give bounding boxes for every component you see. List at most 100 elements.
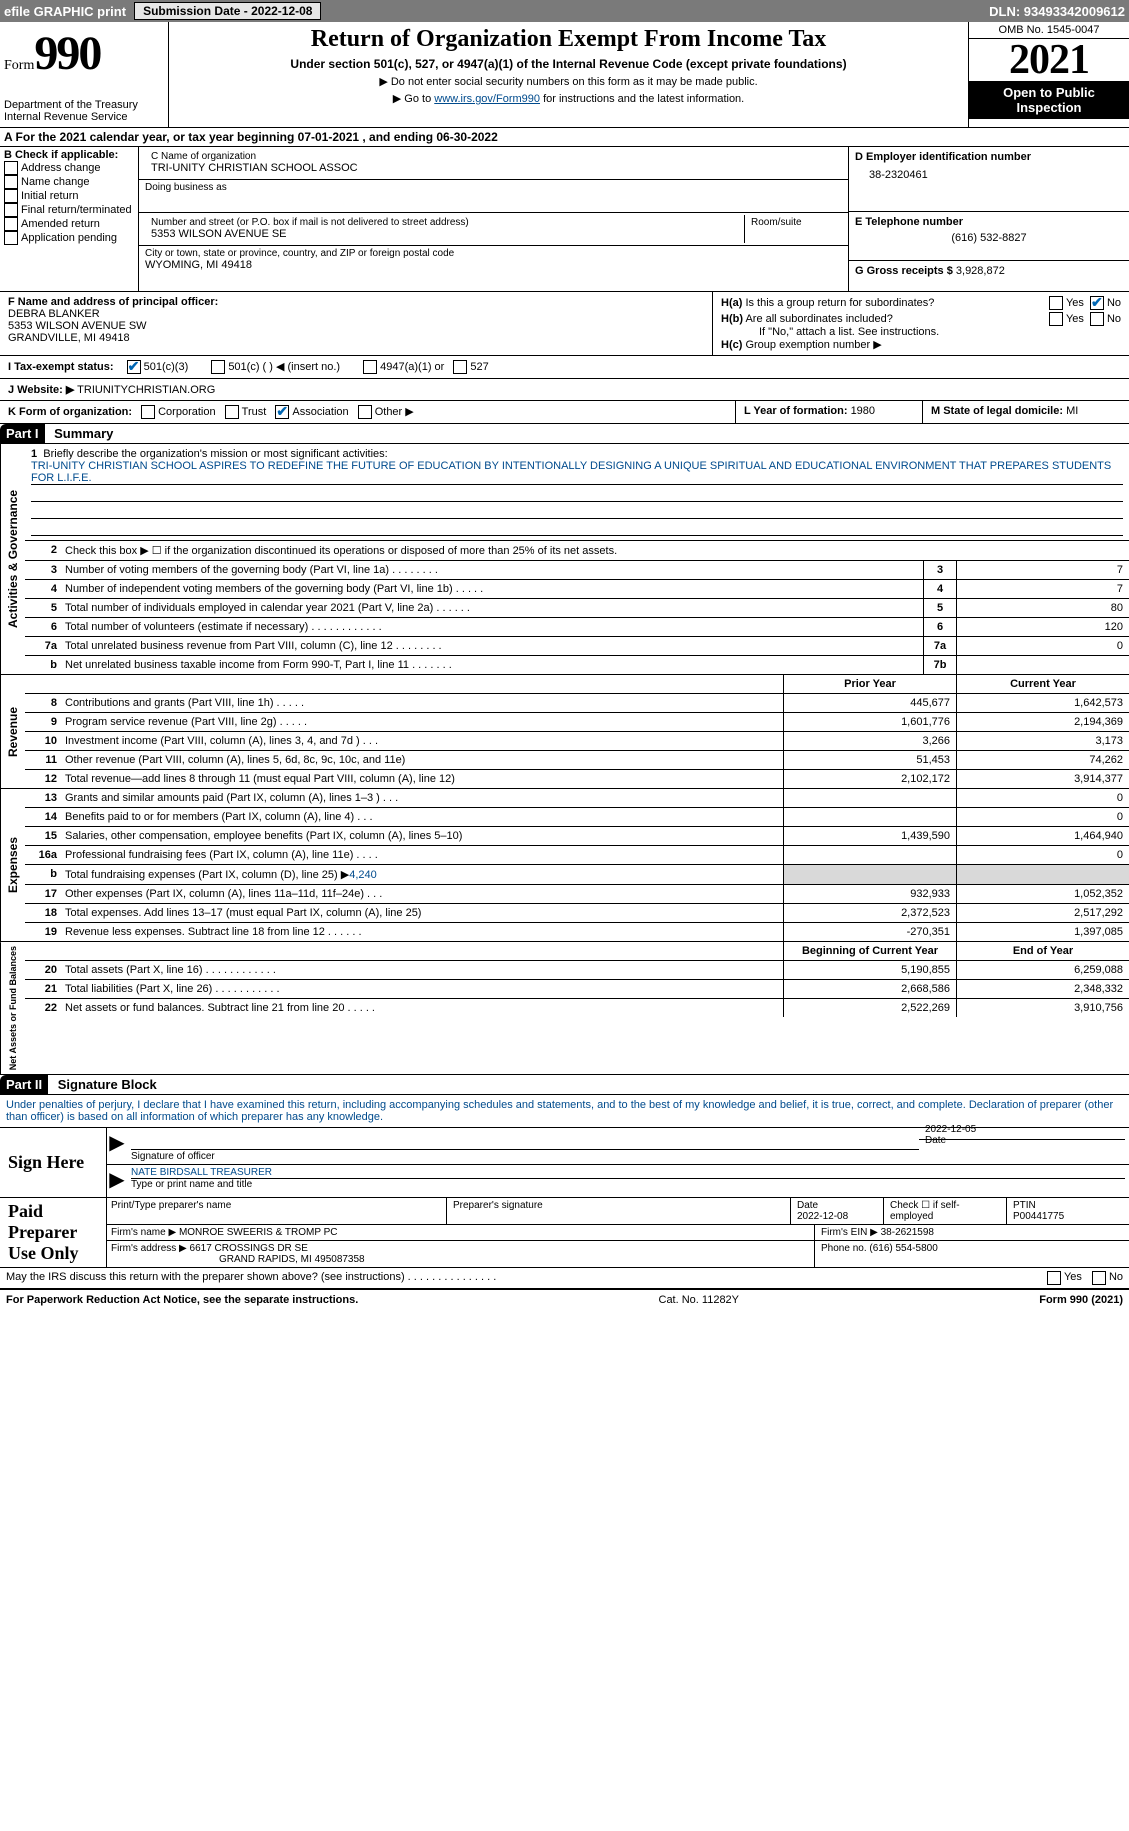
checkbox-501c[interactable] bbox=[211, 360, 225, 374]
efile-label: efile GRAPHIC print bbox=[0, 4, 130, 19]
hb-note: If "No," attach a list. See instructions… bbox=[721, 326, 1121, 338]
mission-text: TRI-UNITY CHRISTIAN SCHOOL ASPIRES TO RE… bbox=[31, 460, 1123, 485]
checkbox-address-change[interactable] bbox=[4, 161, 18, 175]
checkbox-assoc[interactable] bbox=[275, 405, 289, 419]
hc-label: H(c) Group exemption number ▶ bbox=[721, 338, 1121, 351]
checkbox-527[interactable] bbox=[453, 360, 467, 374]
net-assets: Net Assets or Fund Balances Beginning of… bbox=[0, 942, 1129, 1075]
room-suite-label: Room/suite bbox=[744, 215, 842, 243]
checkbox-amended[interactable] bbox=[4, 217, 18, 231]
form-header: Form990 Department of the Treasury Inter… bbox=[0, 22, 1129, 128]
city-label: City or town, state or province, country… bbox=[145, 248, 842, 259]
vert-net-assets: Net Assets or Fund Balances bbox=[0, 942, 25, 1074]
part-1-header: Part I Summary bbox=[0, 424, 1129, 444]
submission-date-button[interactable]: Submission Date - 2022-12-08 bbox=[134, 2, 321, 20]
website-value: TRIUNITYCHRISTIAN.ORG bbox=[74, 384, 215, 396]
row-j: J Website: ▶ TRIUNITYCHRISTIAN.ORG bbox=[0, 379, 1129, 401]
irs-link[interactable]: www.irs.gov/Form990 bbox=[434, 93, 540, 105]
hb-no-checkbox[interactable] bbox=[1090, 312, 1104, 326]
officer-street: 5353 WILSON AVENUE SW bbox=[8, 320, 704, 332]
dln-label: DLN: 93493342009612 bbox=[989, 4, 1129, 19]
column-c: C Name of organization TRI-UNITY CHRISTI… bbox=[139, 147, 848, 291]
part-2-header: Part II Signature Block bbox=[0, 1075, 1129, 1095]
org-name-value: TRI-UNITY CHRISTIAN SCHOOL ASSOC bbox=[151, 162, 836, 174]
sig-date-value: 2022-12-05 bbox=[925, 1124, 1125, 1135]
sign-here-label: Sign Here bbox=[0, 1128, 107, 1197]
sig-date-label: Date bbox=[925, 1135, 1125, 1146]
form-number: Form990 bbox=[4, 26, 164, 81]
street-label: Number and street (or P.O. box if mail i… bbox=[151, 217, 738, 228]
section-b-c-d: B Check if applicable: Address change Na… bbox=[0, 147, 1129, 292]
checkbox-corp[interactable] bbox=[141, 405, 155, 419]
checkbox-trust[interactable] bbox=[225, 405, 239, 419]
header-right: OMB No. 1545-0047 2021 Open to PublicIns… bbox=[968, 22, 1129, 127]
open-to-public: Open to PublicInspection bbox=[969, 81, 1129, 119]
gross-value: 3,928,872 bbox=[956, 265, 1005, 277]
officer-name: DEBRA BLANKER bbox=[8, 308, 704, 320]
column-f: F Name and address of principal officer:… bbox=[0, 292, 712, 355]
gross-label: G Gross receipts $ bbox=[855, 265, 956, 277]
form-note-2: ▶ Go to www.irs.gov/Form990 for instruct… bbox=[177, 92, 960, 105]
paid-preparer-label: Paid Preparer Use Only bbox=[0, 1198, 107, 1267]
header-center: Return of Organization Exempt From Incom… bbox=[169, 22, 968, 127]
form-subtitle: Under section 501(c), 527, or 4947(a)(1)… bbox=[177, 57, 960, 71]
tax-year: 2021 bbox=[969, 39, 1129, 81]
column-d: D Employer identification number 38-2320… bbox=[848, 147, 1129, 291]
checkbox-app-pending[interactable] bbox=[4, 231, 18, 245]
dba-label: Doing business as bbox=[145, 182, 842, 193]
hb-label: H(b) Are all subordinates included? bbox=[721, 313, 1049, 325]
hb-yes-checkbox[interactable] bbox=[1049, 312, 1063, 326]
row-k: K Form of organization: Corporation Trus… bbox=[0, 401, 1129, 424]
cat-no: Cat. No. 11282Y bbox=[659, 1294, 740, 1306]
checkbox-final-return[interactable] bbox=[4, 203, 18, 217]
vert-activities: Activities & Governance bbox=[0, 444, 25, 674]
col-b-header: B Check if applicable: bbox=[4, 149, 134, 161]
checkbox-501c3[interactable] bbox=[127, 360, 141, 374]
form-note-1: ▶ Do not enter social security numbers o… bbox=[177, 75, 960, 88]
discuss-no[interactable] bbox=[1092, 1271, 1106, 1285]
sig-officer-label: Signature of officer bbox=[131, 1149, 919, 1162]
prep-name-label: Print/Type preparer's name bbox=[107, 1198, 446, 1224]
ha-no-checkbox[interactable] bbox=[1090, 296, 1104, 310]
ha-label: H(a) Is this a group return for subordin… bbox=[721, 297, 1049, 309]
top-bar: efile GRAPHIC print Submission Date - 20… bbox=[0, 0, 1129, 22]
section-f-h: F Name and address of principal officer:… bbox=[0, 292, 1129, 356]
name-title-label: Type or print name and title bbox=[131, 1179, 1125, 1190]
officer-city: GRANDVILLE, MI 49418 bbox=[8, 332, 704, 344]
vert-expenses: Expenses bbox=[0, 789, 25, 941]
discuss-yes[interactable] bbox=[1047, 1271, 1061, 1285]
phone-value: (616) 532-8827 bbox=[855, 228, 1123, 244]
checkbox-initial-return[interactable] bbox=[4, 189, 18, 203]
prep-sig-label: Preparer's signature bbox=[446, 1198, 790, 1224]
expenses: Expenses 13Grants and similar amounts pa… bbox=[0, 789, 1129, 942]
dept-treasury: Department of the Treasury bbox=[4, 99, 164, 111]
city-value: WYOMING, MI 49418 bbox=[145, 259, 842, 271]
phone-label: E Telephone number bbox=[855, 216, 1123, 228]
paid-preparer-block: Paid Preparer Use Only Print/Type prepar… bbox=[0, 1198, 1129, 1268]
footer: For Paperwork Reduction Act Notice, see … bbox=[0, 1290, 1129, 1310]
f-label: F Name and address of principal officer: bbox=[8, 296, 704, 308]
irs-label: Internal Revenue Service bbox=[4, 111, 164, 123]
checkbox-name-change[interactable] bbox=[4, 175, 18, 189]
form-title: Return of Organization Exempt From Incom… bbox=[177, 26, 960, 53]
ein-label: D Employer identification number bbox=[855, 151, 1123, 163]
form-label-footer: Form 990 (2021) bbox=[1039, 1294, 1123, 1306]
discuss-row: May the IRS discuss this return with the… bbox=[0, 1268, 1129, 1290]
officer-name-title: NATE BIRDSALL TREASURER bbox=[131, 1167, 1125, 1179]
checkbox-4947[interactable] bbox=[363, 360, 377, 374]
activities-governance: Activities & Governance 1 Briefly descri… bbox=[0, 444, 1129, 675]
revenue: Revenue Prior YearCurrent Year 8Contribu… bbox=[0, 675, 1129, 789]
row-i: I Tax-exempt status: 501(c)(3) 501(c) ( … bbox=[0, 356, 1129, 379]
sign-here-block: Sign Here ▶ Signature of officer 2022-12… bbox=[0, 1128, 1129, 1198]
paperwork-notice: For Paperwork Reduction Act Notice, see … bbox=[6, 1294, 358, 1306]
column-h: H(a) Is this a group return for subordin… bbox=[712, 292, 1129, 355]
checkbox-other[interactable] bbox=[358, 405, 372, 419]
org-name-label: C Name of organization bbox=[151, 151, 836, 162]
self-employed: Check ☐ if self-employed bbox=[883, 1198, 1006, 1224]
ein-value: 38-2320461 bbox=[855, 163, 1123, 181]
vert-revenue: Revenue bbox=[0, 675, 25, 788]
row-a-tax-year: A For the 2021 calendar year, or tax yea… bbox=[0, 128, 1129, 147]
column-b: B Check if applicable: Address change Na… bbox=[0, 147, 139, 291]
ha-yes-checkbox[interactable] bbox=[1049, 296, 1063, 310]
header-left: Form990 Department of the Treasury Inter… bbox=[0, 22, 169, 127]
